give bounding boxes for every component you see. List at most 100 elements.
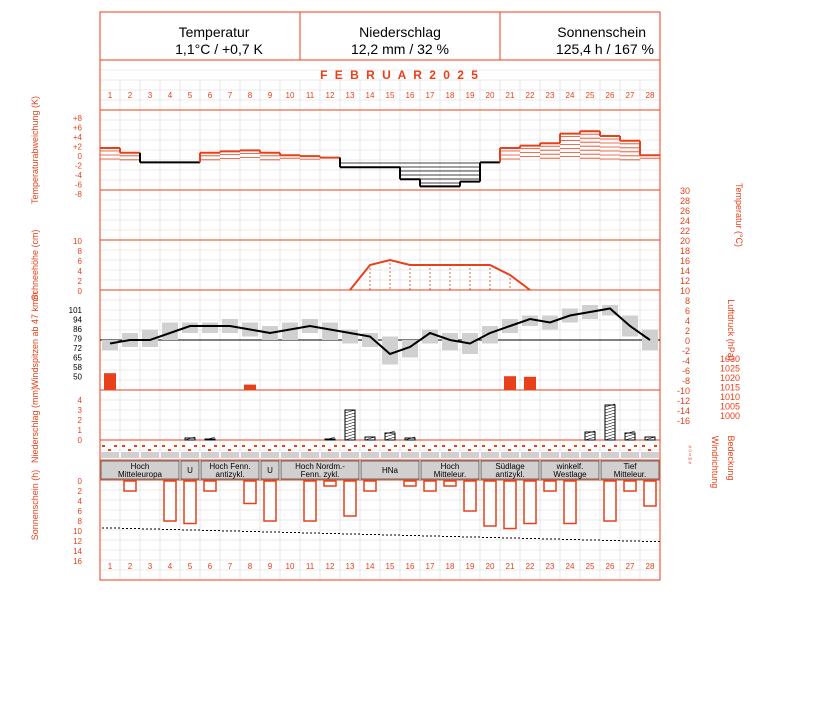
sunshine-possible [258,531,260,532]
sunshine-tick: 6 [78,507,83,516]
day-label-top: 2 [128,91,133,100]
sunshine-possible [638,540,640,542]
sunshine-possible [586,539,588,541]
wind-dir-mark [202,445,205,447]
snow-dot [369,276,371,278]
sunshine-possible [582,539,584,541]
wind-dir-mark [214,445,217,447]
snow-dot [369,284,371,286]
temp-title: Temperatur [178,24,250,40]
wind-dir-mark [434,445,437,447]
weather-type-label: Hoch Nordm.- [295,462,345,471]
sunshine-possible [106,527,108,529]
snow-dot [429,268,431,270]
precip-hatch [604,424,616,429]
sunshine-bar [343,480,357,517]
snow-dot [469,268,471,270]
wind-dir-mark [262,445,265,447]
wind-dir-mark [168,449,171,451]
sunshine-possible [166,529,168,530]
sunshine-possible [630,540,632,542]
wind-dir-mark [442,445,445,447]
wind-dir-mark [554,445,557,447]
wind-dir-mark [348,449,351,451]
snow-dot [469,272,471,274]
sunshine-bar [543,480,557,492]
wind-gust-bar [524,376,536,390]
day-label-bottom: 18 [446,562,455,571]
weather-type-box [200,460,260,480]
snow-dot [389,275,391,277]
sunshine-possible [402,535,404,536]
temperature-tick: -14 [677,406,690,416]
snow-dot [389,287,391,289]
sunshine-possible [182,529,184,531]
sunshine-possible [626,540,628,542]
sunshine-possible [654,541,656,542]
sunshine-possible [370,534,372,535]
compass-letter: N [689,460,692,465]
pressure-range-bar [382,336,398,365]
day-label-top: 21 [506,91,515,100]
pressure-tick: 1025 [720,364,740,374]
wind-dir-mark [248,449,251,451]
snow-dot [429,272,431,274]
temperature-tick: 8 [685,296,690,306]
wind-dir-mark [174,445,177,447]
sunshine-possible [470,536,472,538]
sunshine-possible [102,527,104,529]
precip-hatch [604,421,616,426]
sunshine-possible [386,534,388,536]
day-label-top: 3 [148,91,153,100]
sunshine-possible [122,528,124,529]
sunshine-possible [634,540,636,542]
anomaly-tick: +4 [73,133,83,142]
snow-dot [509,278,511,280]
weather-type-box [180,460,200,480]
precip-hatch [324,436,336,441]
sunshine-possible [198,529,200,531]
pressure-tick: 1030 [720,354,740,364]
sunshine-possible [306,532,308,534]
weather-type-box [540,460,600,480]
day-label-top: 14 [366,91,375,100]
sun-title: Sonnenschein [557,24,646,40]
snow-dot [449,288,451,290]
sunshine-possible [262,531,264,533]
weather-type-label: U [187,466,193,475]
precip-hatch [604,430,616,435]
anomaly-tick: +6 [73,124,83,133]
day-label-top: 22 [526,91,535,100]
sunshine-possible [290,532,292,533]
day-label-bottom: 8 [248,562,253,571]
month-title: F E B R U A R 2 0 2 5 [320,68,480,82]
day-label-top: 25 [586,91,595,100]
precip-tick: 2 [78,416,83,425]
pressure-tick: 1005 [720,402,740,412]
precip-hatch [584,430,596,435]
day-label-bottom: 14 [366,562,375,571]
cloud-cover-bar [541,452,559,458]
temperature-tick: -8 [682,376,690,386]
pressure-range-bar [602,305,618,316]
weather-type-label: Mitteleuropa [118,470,163,479]
snow-dot [469,284,471,286]
sunshine-possible [110,527,112,529]
wind-dir-mark [528,449,531,451]
sunshine-possible [254,531,256,532]
wind-dir-mark [574,445,577,447]
cloud-cover-bar [481,452,499,458]
sunshine-possible [418,535,420,536]
temperature-tick: 12 [680,276,690,286]
temperature-tick: 16 [680,256,690,266]
sunshine-possible [266,531,268,533]
sunshine-possible [338,533,340,534]
sunshine-axis-label: Sonnenschein (h) [30,470,40,541]
weather-type-label: antizykl. [216,470,245,479]
wind-dir-mark [162,445,165,447]
day-label-top: 12 [326,91,335,100]
weather-type-label: Tief [623,462,637,471]
weather-type-box [280,460,360,480]
sunshine-bar [303,480,317,522]
day-label-bottom: 2 [128,562,133,571]
